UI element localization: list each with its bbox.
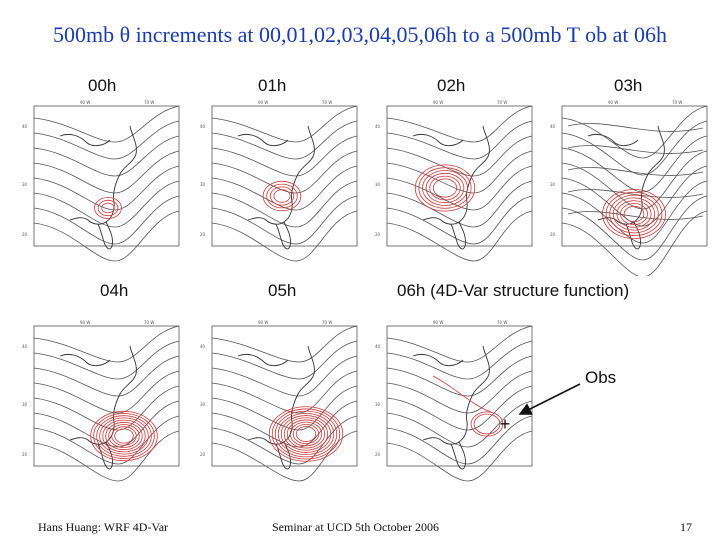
panel-label-01h: 01h bbox=[258, 76, 287, 95]
lon-tick-label: 70 W bbox=[497, 320, 507, 325]
obs-label: Obs bbox=[585, 368, 617, 387]
footer-author: Hans Huang: WRF 4D-Var bbox=[38, 520, 169, 534]
lat-tick-label: 40 bbox=[22, 344, 28, 349]
lat-tick-label: 40 bbox=[22, 124, 28, 129]
lon-tick-label: 70 W bbox=[144, 320, 154, 325]
panel-label-06h: 06h (4D-Var structure function) bbox=[397, 281, 630, 300]
lat-tick-label: 20 bbox=[200, 232, 206, 237]
map-panel-05h: 40 30 20 90 W 70 W bbox=[198, 316, 363, 496]
lat-tick-label: 30 bbox=[375, 402, 381, 407]
weather-map: 40 30 20 90 W 70 W bbox=[375, 100, 533, 262]
lat-tick-label: 30 bbox=[550, 182, 556, 187]
lon-tick-label: 70 W bbox=[322, 100, 332, 105]
lon-tick-label: 70 W bbox=[322, 320, 332, 325]
map-panel-06h: 40 30 20 90 W 70 W bbox=[373, 316, 538, 496]
lon-tick-label: 90 W bbox=[433, 320, 443, 325]
lon-tick-label: 70 W bbox=[144, 100, 154, 105]
lat-tick-label: 20 bbox=[375, 232, 381, 237]
lat-tick-label: 20 bbox=[200, 452, 206, 457]
weather-map: 40 30 20 90 W 70 W bbox=[22, 100, 180, 262]
lon-tick-label: 90 W bbox=[258, 100, 268, 105]
lat-tick-label: 40 bbox=[375, 344, 381, 349]
panel-label-03h: 03h bbox=[614, 76, 643, 95]
map-panel-02h: 40 30 20 90 W 70 W bbox=[373, 96, 538, 276]
lat-tick-label: 20 bbox=[550, 232, 556, 237]
lat-tick-label: 20 bbox=[22, 452, 28, 457]
lat-tick-label: 40 bbox=[375, 124, 381, 129]
lat-tick-label: 40 bbox=[550, 124, 556, 129]
weather-map: 40 30 20 90 W 70 W bbox=[200, 100, 358, 262]
lon-tick-label: 70 W bbox=[672, 100, 682, 105]
lat-tick-label: 40 bbox=[200, 124, 206, 129]
lon-tick-label: 90 W bbox=[433, 100, 443, 105]
lon-tick-label: 70 W bbox=[497, 100, 507, 105]
weather-map: 40 30 20 90 W 70 W bbox=[22, 320, 180, 482]
panel-label-04h: 04h bbox=[100, 281, 129, 300]
map-panel-01h: 40 30 20 90 W 70 W bbox=[198, 96, 363, 276]
panel-label-02h: 02h bbox=[437, 76, 466, 95]
map-panel-03h: 40 30 20 90 W 70 W bbox=[548, 96, 713, 276]
lon-tick-label: 90 W bbox=[258, 320, 268, 325]
weather-map: 40 30 20 90 W 70 W bbox=[375, 320, 533, 482]
lat-tick-label: 30 bbox=[200, 182, 206, 187]
map-panel-00h: 40 30 20 90 W 70 W bbox=[20, 96, 185, 276]
page-number: 17 bbox=[680, 520, 692, 534]
lon-tick-label: 90 W bbox=[608, 100, 618, 105]
weather-map: 40 30 20 90 W 70 W bbox=[200, 320, 358, 482]
panel-label-00h: 00h bbox=[88, 76, 117, 95]
lon-tick-label: 90 W bbox=[80, 100, 90, 105]
lat-tick-label: 30 bbox=[200, 402, 206, 407]
footer-seminar: Seminar at UCD 5th October 2006 bbox=[272, 520, 439, 534]
lat-tick-label: 20 bbox=[22, 232, 28, 237]
lat-tick-label: 20 bbox=[375, 452, 381, 457]
slide-title: 500mb θ increments at 00,01,02,03,04,05,… bbox=[52, 22, 668, 47]
weather-map: 40 30 20 90 W 70 W bbox=[550, 100, 708, 276]
panel-label-05h: 05h bbox=[268, 281, 297, 300]
map-panel-04h: 40 30 20 90 W 70 W bbox=[20, 316, 185, 496]
lon-tick-label: 90 W bbox=[80, 320, 90, 325]
lat-tick-label: 30 bbox=[22, 402, 28, 407]
lat-tick-label: 40 bbox=[200, 344, 206, 349]
lat-tick-label: 30 bbox=[22, 182, 28, 187]
lat-tick-label: 30 bbox=[375, 182, 381, 187]
